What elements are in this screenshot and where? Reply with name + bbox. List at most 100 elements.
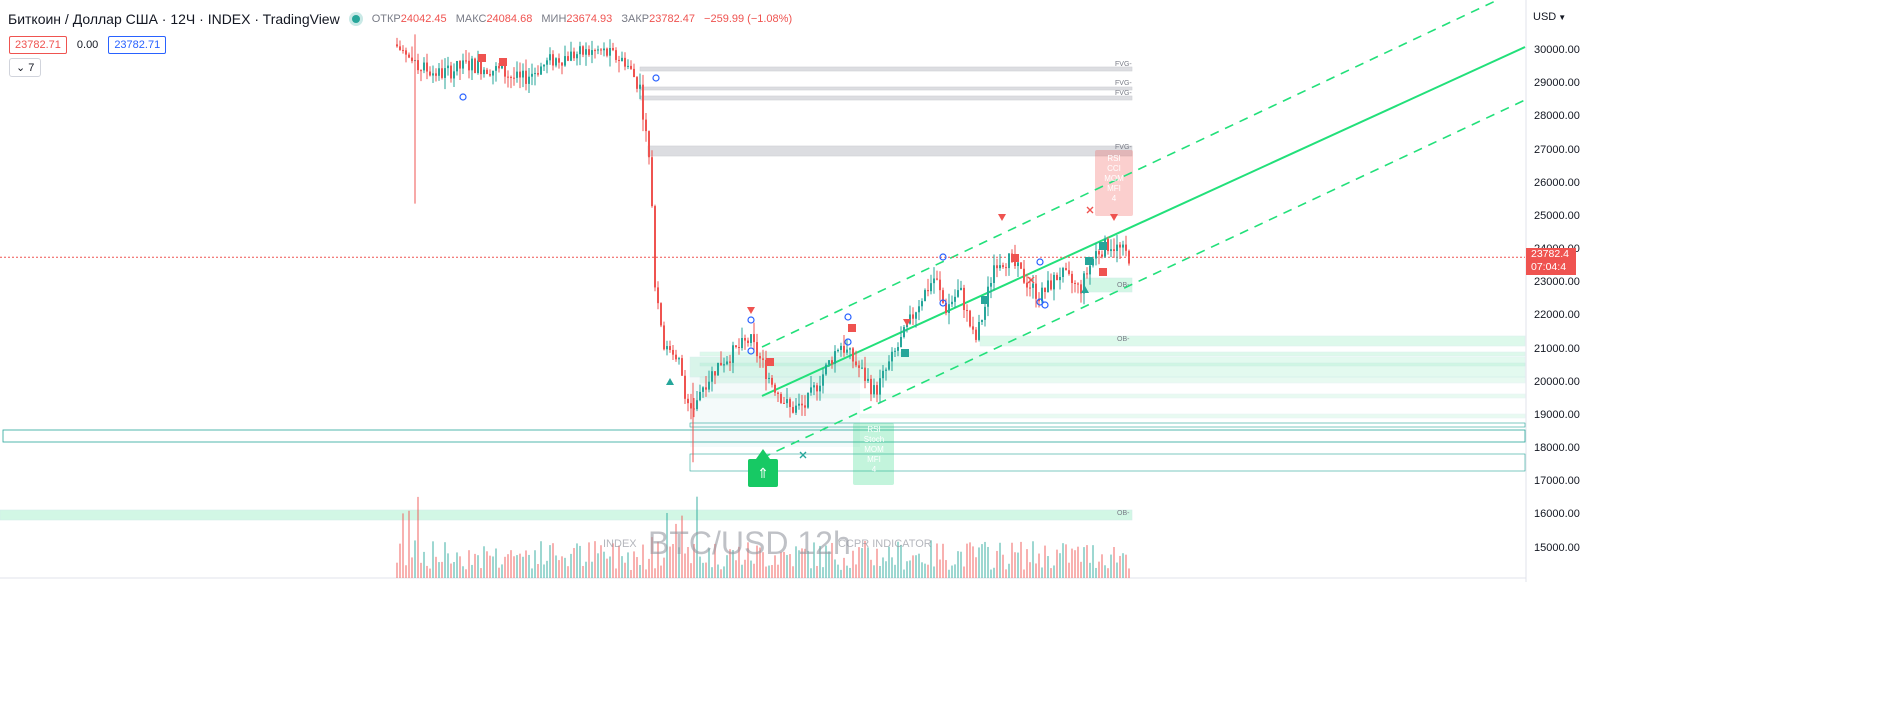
volume-bar (579, 545, 581, 578)
volume-bar (672, 544, 674, 578)
volume-bar (930, 540, 932, 578)
volume-bar (654, 568, 656, 578)
volume-bar (759, 547, 761, 578)
candle-body (582, 46, 584, 55)
candle-body (1050, 280, 1052, 290)
candle-body (924, 290, 926, 302)
candle-body (972, 326, 974, 330)
volume-bar (747, 542, 749, 578)
volume-bar (459, 556, 461, 578)
currency-selector[interactable]: USD ▼ (1533, 11, 1567, 23)
candle-body (1110, 249, 1112, 252)
candle-body (720, 362, 722, 366)
volume-bar (678, 547, 680, 578)
volume-bar (681, 515, 683, 578)
channel-lower (761, 99, 1526, 459)
candle-body (918, 306, 920, 313)
volume-bar (495, 548, 497, 578)
candle-body (636, 77, 638, 89)
volume-bar (912, 555, 914, 578)
volume-bar (1044, 545, 1046, 578)
sell-price-button[interactable]: 23782.71 (9, 36, 67, 54)
volume-bar (417, 496, 419, 578)
buy-price-button[interactable]: 23782.71 (108, 36, 167, 54)
bearish-signal-box (1095, 150, 1133, 216)
volume-bar (1086, 545, 1088, 578)
volume-bar (795, 546, 797, 578)
bearish-signal-label: RSI CCI MOM MFI 4 (1104, 154, 1124, 203)
candle-body (618, 59, 620, 62)
candle-body (873, 385, 875, 395)
volume-bar (453, 561, 455, 578)
volume-bar (660, 565, 662, 578)
indicators-toggle-button[interactable]: ⌄ 7 (9, 58, 42, 77)
volume-bar (972, 546, 974, 578)
candle-body (762, 358, 764, 360)
volume-bar (501, 564, 503, 578)
symbol-title[interactable]: Биткоин / Доллар США · 12Ч · INDEX · Tra… (8, 11, 340, 27)
candle-body (510, 76, 512, 78)
volume-bar (690, 563, 692, 578)
candle-body (1020, 262, 1022, 269)
signal-circle-icon (652, 74, 660, 82)
candle-body (876, 385, 878, 395)
signal-circle-icon (459, 93, 467, 101)
volume-bar (864, 540, 866, 578)
cross-icon (1086, 206, 1094, 214)
volume-bar (462, 566, 464, 578)
buy-square-icon (1099, 242, 1107, 250)
volume-bar (873, 565, 875, 578)
candle-body (792, 407, 794, 413)
candle-body (879, 378, 881, 395)
candle-body (480, 60, 482, 75)
candle-body (417, 60, 419, 71)
candle-body (990, 283, 992, 287)
candle-body (669, 346, 671, 350)
candle-body (630, 65, 632, 69)
volume-bar (1017, 552, 1019, 578)
volume-bar (720, 569, 722, 578)
market-status-icon (351, 15, 360, 23)
volume-bar (573, 548, 575, 578)
volume-bar (1098, 561, 1100, 578)
candle-body (471, 58, 473, 71)
volume-bar (978, 547, 980, 578)
volume-bar (1056, 549, 1058, 578)
volume-bar (714, 543, 716, 578)
candle-body (1083, 273, 1085, 294)
volume-bar (651, 537, 653, 578)
volume-bar (657, 541, 659, 578)
volume-bar (525, 550, 527, 578)
candle-body (843, 345, 845, 353)
candle-body (1086, 273, 1088, 275)
candle-body (1113, 249, 1115, 251)
price-tick-label: 30000.00 (1534, 44, 1580, 56)
candle-body (1089, 265, 1091, 275)
candle-body (816, 385, 818, 392)
volume-bar (615, 568, 617, 578)
order-block-zone (689, 356, 1526, 378)
volume-bar (822, 567, 824, 578)
volume-bar (537, 563, 539, 578)
candle-body (516, 71, 518, 78)
buy-marker-icon (666, 378, 674, 385)
candle-body (438, 68, 440, 76)
volume-bar (1104, 565, 1106, 578)
candle-body (648, 131, 650, 158)
candle-body (960, 287, 962, 291)
volume-bar (915, 555, 917, 578)
volume-bar (891, 557, 893, 578)
trade-prices: 23782.71 0.00 23782.71 (9, 36, 167, 54)
order-block-zone (859, 413, 1526, 419)
volume-bar (858, 547, 860, 578)
candle-body (936, 278, 938, 280)
volume-bar (996, 550, 998, 578)
candle-body (1059, 277, 1061, 281)
volume-bar (474, 553, 476, 578)
candle-body (600, 49, 602, 51)
volume-bar (684, 553, 686, 578)
signal-circle-icon (1036, 298, 1044, 306)
volume-bar (1113, 547, 1115, 578)
candle-body (492, 70, 494, 76)
